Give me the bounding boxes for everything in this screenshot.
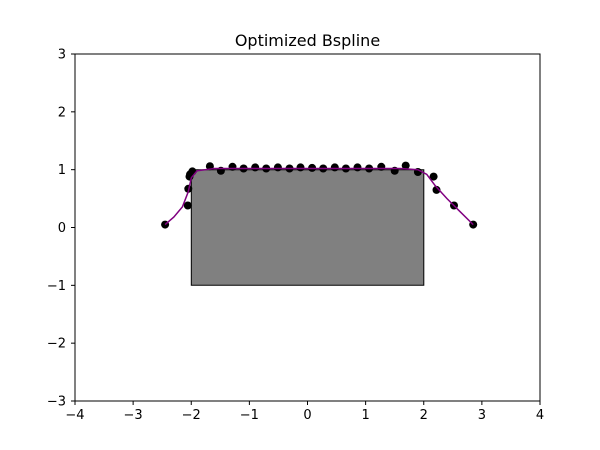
control-point	[353, 163, 362, 172]
chart-title: Optimized Bspline	[235, 31, 380, 50]
x-tick-label: 3	[478, 408, 486, 423]
control-point	[183, 201, 192, 210]
x-tick-label: −1	[240, 408, 259, 423]
control-point	[296, 163, 305, 172]
control-point	[228, 162, 237, 171]
y-tick-label: −2	[47, 337, 66, 352]
y-tick-label: 3	[58, 48, 66, 63]
x-tick-label: 4	[536, 408, 544, 423]
control-point	[273, 163, 282, 172]
x-tick-label: −2	[182, 408, 201, 423]
control-point	[401, 161, 410, 170]
spline-curve	[164, 167, 474, 226]
control-point	[330, 163, 339, 172]
y-tick-label: −3	[47, 395, 66, 410]
x-tick-label: −4	[65, 408, 84, 423]
x-tick-label: 2	[420, 408, 428, 423]
control-point	[432, 185, 441, 194]
obstacle-rectangle	[190, 169, 425, 286]
y-tick-label: 1	[58, 163, 66, 178]
y-tick-label: 2	[58, 105, 66, 120]
y-axis: −3 −2 −1 0 1 2 3	[47, 48, 75, 410]
plot-area	[161, 161, 478, 286]
x-tick-label: −3	[124, 408, 143, 423]
y-tick-label: 0	[58, 221, 66, 236]
x-tick-label: 0	[303, 408, 311, 423]
x-axis: −4 −3 −2 −1 0 1 2 3 4	[65, 401, 544, 423]
y-tick-label: −1	[47, 279, 66, 294]
control-point	[377, 162, 386, 171]
control-point	[251, 163, 260, 172]
x-tick-label: 1	[361, 408, 369, 423]
control-point	[429, 172, 438, 181]
